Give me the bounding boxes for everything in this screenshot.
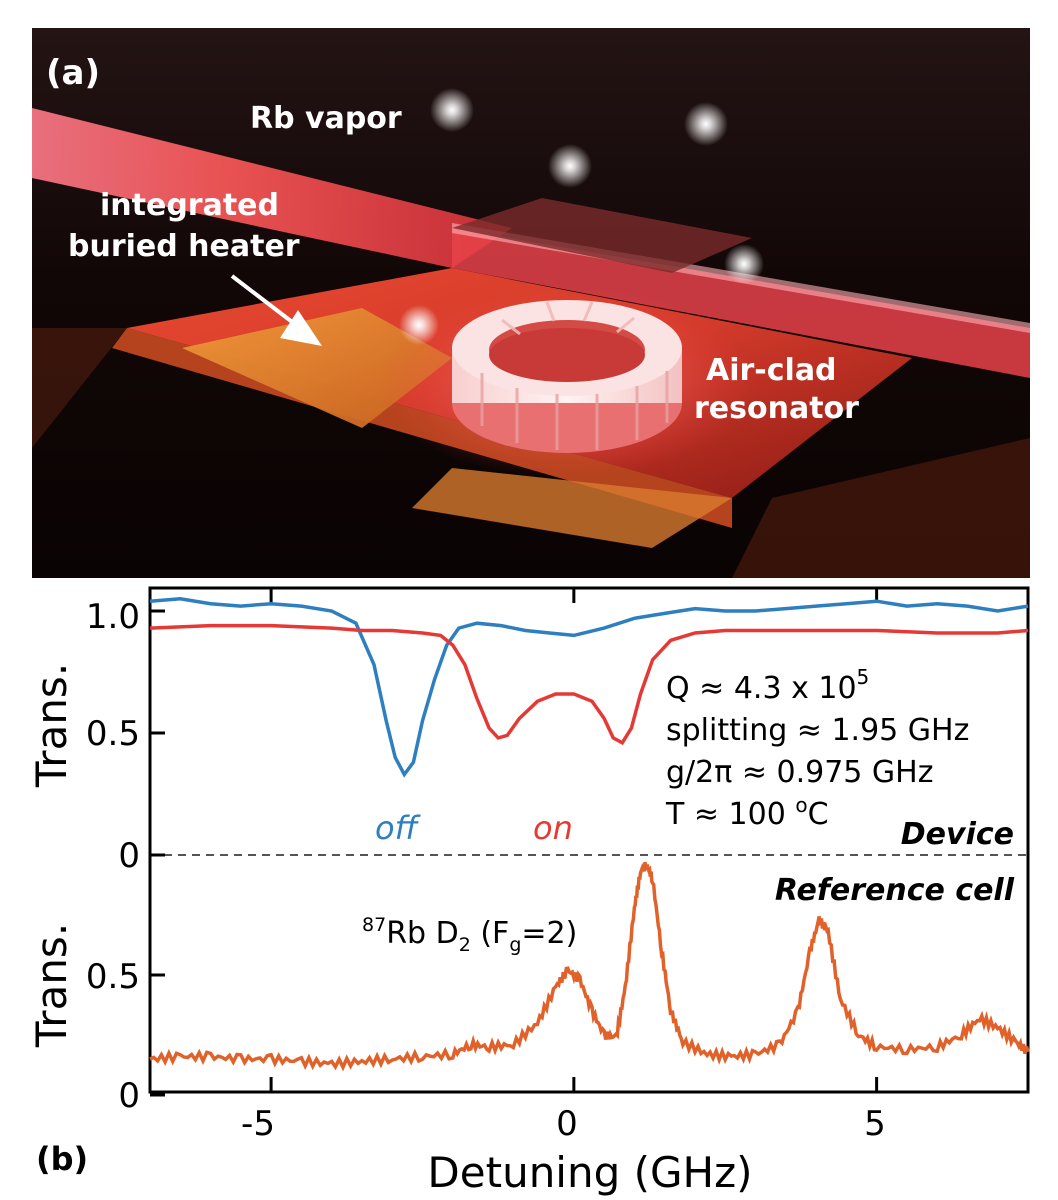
ylabel-bottom: Trans. (27, 923, 76, 1048)
device-illustration: (a) Rb vapor integrated buried heater Ai… (32, 28, 1030, 578)
ytick-top-1: 1.0 (86, 597, 140, 637)
rb-sub-2: 2 (459, 934, 471, 956)
xlabel: Detuning (GHz) (427, 1148, 752, 1197)
ring-resonator (452, 300, 682, 453)
on-label: on (533, 809, 573, 847)
rb-vapor-label: Rb vapor (250, 101, 402, 136)
rb-sub-g: g (509, 934, 521, 956)
xtick-neg5: -5 (241, 1104, 275, 1144)
off-label: off (375, 809, 422, 847)
temperature-degree: o (795, 793, 807, 817)
resonator-label-line1: Air-clad (706, 353, 837, 388)
ytick-bottom-0: 0 (118, 1076, 140, 1116)
coupling-annotation: g/2π ≈ 0.975 GHz (666, 755, 933, 790)
panel-a-label: (a) (46, 53, 100, 93)
heater-label-line1: integrated (100, 188, 279, 223)
ylabel-top: Trans. (27, 663, 76, 788)
series-off-line (149, 597, 1029, 778)
resonator-label-line2: resonator (694, 391, 859, 426)
q-factor-exponent: 5 (857, 665, 870, 689)
heater-label-line2: buried heater (68, 229, 300, 264)
temperature-annotation: T ≈ 100 oC (665, 793, 829, 832)
reference-cell-label: Reference cell (775, 873, 1015, 908)
rb-end: =2) (521, 916, 577, 951)
plot-frame (148, 586, 1030, 1094)
panel-b-label: (b) (36, 1140, 88, 1178)
series-reference-line (149, 861, 1030, 1072)
temperature-unit: C (808, 797, 829, 832)
splitting-annotation: splitting ≈ 1.95 GHz (666, 713, 969, 748)
rb-atoms (399, 88, 764, 345)
heater-arrow (230, 274, 322, 346)
ytick-top-0: 0 (118, 836, 140, 876)
rb-isotope: 87 (362, 914, 386, 936)
rb-paren: (F (471, 916, 510, 951)
ytick-top-05: 0.5 (86, 714, 140, 754)
q-factor-text: Q ≈ 4.3 x 10 (666, 671, 857, 706)
xtick-5: 5 (864, 1104, 886, 1144)
rb-transition-label: 87Rb D2 (Fg=2) (362, 914, 577, 956)
transmission-chart: 1.0 0.5 0 0.5 0 -5 0 5 Trans. Trans. Det… (27, 586, 1030, 1197)
device-label: Device (901, 817, 1014, 852)
series-on-line (149, 623, 1029, 746)
rb-main: Rb D (386, 916, 459, 951)
temperature-prefix: T ≈ 100 (665, 797, 795, 832)
q-factor-annotation: Q ≈ 4.3 x 105 (666, 665, 869, 706)
ytick-bottom-05: 0.5 (86, 957, 140, 997)
xtick-0: 0 (556, 1104, 578, 1144)
